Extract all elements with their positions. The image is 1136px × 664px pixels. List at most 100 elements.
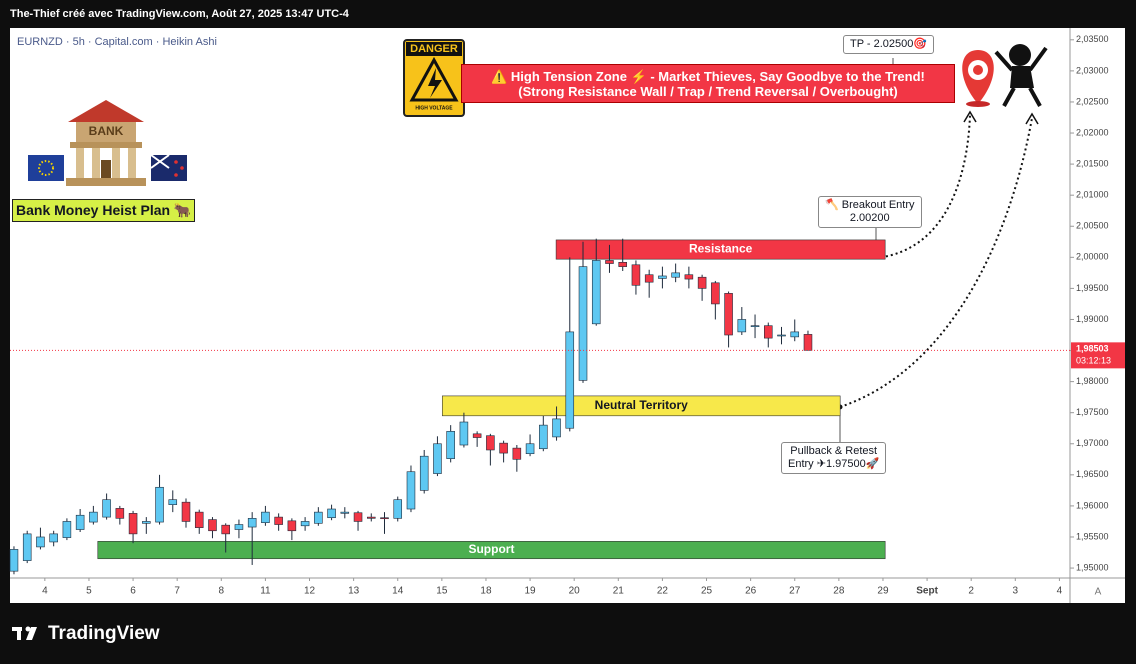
candle-body xyxy=(208,519,217,532)
candle-body xyxy=(803,334,813,351)
candle-body xyxy=(697,276,707,289)
candle-body xyxy=(142,521,151,524)
candle-body xyxy=(261,511,270,523)
target-pin xyxy=(962,50,994,107)
candle-body xyxy=(367,516,376,519)
banner-line: (Strong Resistance Wall / Trap / Trend R… xyxy=(518,84,898,99)
tp-callout: TP - 2.02500🎯 xyxy=(843,35,935,54)
candle-body xyxy=(446,431,455,459)
x-tick-label: 14 xyxy=(392,586,404,597)
bank-text: BANK xyxy=(89,124,124,138)
arrow-head xyxy=(1025,112,1039,125)
auto-scale[interactable]: A xyxy=(1095,587,1102,598)
x-tick-label: 4 xyxy=(42,586,48,597)
y-tick-label: 1,98000 xyxy=(1076,376,1109,386)
x-tick-label: 11 xyxy=(260,586,271,597)
x-tick-label: 5 xyxy=(86,586,92,597)
candle-body xyxy=(631,264,641,286)
x-tick-label: 18 xyxy=(480,586,492,597)
footer-logo: TradingView xyxy=(12,623,160,644)
candle-body xyxy=(62,521,72,538)
banner: ⚠️ High Tension Zone ⚡ - Market Thieves,… xyxy=(461,64,955,103)
candle-body xyxy=(49,533,58,543)
candle-body xyxy=(406,471,416,510)
candle-body xyxy=(340,511,350,514)
x-tick-label: 13 xyxy=(348,586,360,597)
x-tick-label: 12 xyxy=(304,586,316,597)
candle-body xyxy=(168,499,178,505)
candle-body xyxy=(221,524,230,535)
x-tick-label: 27 xyxy=(789,586,801,597)
candle-body xyxy=(115,508,125,519)
callout-line: Pullback & Retest xyxy=(790,445,878,457)
candle-body xyxy=(684,274,694,280)
candle-body xyxy=(578,266,588,381)
candle-body xyxy=(419,455,429,491)
candle-body xyxy=(711,282,720,305)
y-tick-label: 1,99000 xyxy=(1076,314,1109,324)
plan-label: Bank Money Heist Plan 🐂 xyxy=(12,199,196,222)
x-tick-label: 19 xyxy=(525,586,537,597)
candle-body xyxy=(750,325,760,327)
y-tick-label: 1,99500 xyxy=(1076,283,1109,293)
candle-body xyxy=(314,511,323,524)
candle-body xyxy=(9,549,19,572)
y-tick-label: 1,96500 xyxy=(1076,469,1109,479)
last-price-tag xyxy=(1071,342,1125,369)
candle-body xyxy=(790,331,800,338)
candle-body xyxy=(75,514,85,530)
candle-body xyxy=(737,319,747,333)
x-tick-label: 22 xyxy=(657,586,669,597)
candle-body xyxy=(591,260,601,325)
footer-text: TradingView xyxy=(48,623,160,644)
zone-label: Support xyxy=(468,542,514,556)
candle-body xyxy=(565,331,575,429)
x-tick-label: 26 xyxy=(745,586,757,597)
candle-body xyxy=(605,260,614,264)
x-tick-label: 4 xyxy=(1057,586,1063,597)
breakout-callout: 🪓 Breakout Entry 2.00200 xyxy=(818,196,922,228)
zone-label: Neutral Territory xyxy=(595,398,688,412)
candle-body xyxy=(644,274,654,283)
x-tick-label: Sept xyxy=(916,586,938,597)
danger-sign: DANGER HIGH VOLTAGE xyxy=(403,39,465,117)
bank-icon: BANK xyxy=(28,100,187,186)
x-tick-label: 15 xyxy=(436,586,448,597)
candle-body xyxy=(393,499,403,519)
y-tick-label: 2,00500 xyxy=(1076,221,1109,231)
candle-body xyxy=(539,424,548,450)
y-tick-label: 1,97500 xyxy=(1076,407,1109,417)
candle-body xyxy=(89,511,98,523)
candle-body xyxy=(618,261,627,267)
x-tick-label: 6 xyxy=(130,586,136,597)
x-tick-label: 21 xyxy=(613,586,625,597)
zone xyxy=(555,239,886,260)
candle-body xyxy=(353,512,363,522)
candle-body xyxy=(552,418,561,438)
y-tick-label: 1,96000 xyxy=(1076,500,1109,510)
candle-body xyxy=(274,516,283,525)
x-tick-label: 8 xyxy=(219,586,225,597)
candle-body xyxy=(181,501,191,522)
y-tick-label: 2,03500 xyxy=(1076,34,1109,44)
candle-body xyxy=(36,536,45,548)
candle-body xyxy=(102,499,111,518)
last-price-label: 1,98503 xyxy=(1076,344,1109,354)
arrows xyxy=(839,114,1033,408)
y-tick-label: 2,01500 xyxy=(1076,158,1109,168)
callout-line: 2.00200 xyxy=(849,212,890,224)
y-tick-label: 2,03000 xyxy=(1076,65,1109,75)
y-tick-label: 1,95500 xyxy=(1076,531,1109,541)
x-tick-label: 7 xyxy=(174,586,180,597)
danger-text: DANGER xyxy=(410,43,458,55)
candle-body xyxy=(671,272,680,278)
header: The-Thief créé avec TradingView.com, Aoû… xyxy=(10,8,350,20)
candle-body xyxy=(777,334,786,337)
candle-body xyxy=(512,447,522,460)
candle-body xyxy=(300,521,310,527)
thief-figure xyxy=(994,44,1048,107)
x-tick-label: 28 xyxy=(833,586,845,597)
candle-body xyxy=(22,533,32,561)
